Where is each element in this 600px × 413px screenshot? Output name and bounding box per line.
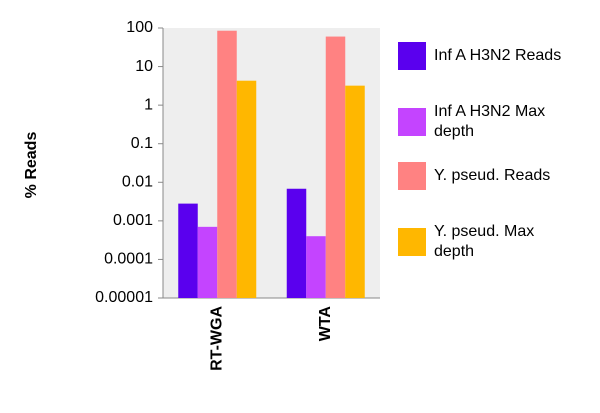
- bar: [286, 188, 307, 298]
- legend-item: Y. pseud. Max depth: [398, 222, 564, 262]
- bar: [325, 36, 346, 299]
- legend-item: Y. pseud. Reads: [398, 162, 564, 190]
- legend-swatch: [398, 162, 426, 190]
- bar: [345, 85, 365, 298]
- legend-label: Inf A H3N2 Reads: [434, 47, 562, 64]
- y-tick-label: 0.1: [131, 135, 153, 152]
- legend-swatch: [398, 108, 426, 136]
- bar: [178, 203, 198, 298]
- y-tick-label: 0.001: [113, 212, 153, 229]
- y-tick-label: 0.01: [122, 174, 153, 191]
- legend-item: Inf A H3N2 Max depth: [398, 102, 564, 142]
- x-tick-label: RT-WGA: [208, 306, 225, 371]
- legend-swatch: [398, 228, 426, 256]
- y-tick-label: 0.0001: [104, 251, 153, 268]
- y-tick-label: 100: [126, 19, 153, 36]
- legend-item: Inf A H3N2 Reads: [398, 42, 564, 70]
- bar: [217, 30, 237, 298]
- x-tick-label: WTA: [317, 306, 334, 342]
- legend-label: Y. pseud. Reads: [434, 167, 551, 184]
- y-tick-label: 1: [144, 96, 153, 113]
- y-axis-label: % Reads: [23, 132, 40, 199]
- legend-label: Inf A H3N2 Max depth: [434, 103, 546, 140]
- y-tick-label: 0.00001: [95, 289, 153, 306]
- legend-swatch: [398, 42, 426, 70]
- y-tick-label: 10: [135, 58, 153, 75]
- bar: [306, 236, 326, 298]
- bar: [236, 80, 257, 298]
- bar: [197, 226, 218, 298]
- legend-label: Y. pseud. Max depth: [434, 223, 535, 260]
